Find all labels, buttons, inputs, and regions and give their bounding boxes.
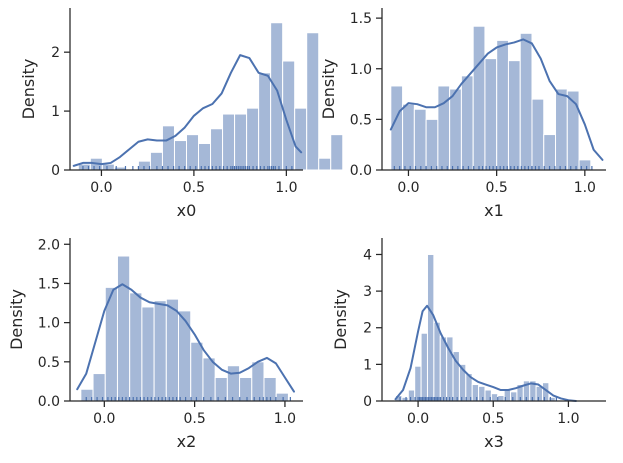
histogram-bar <box>141 306 155 402</box>
y-tick-label: 1.5 <box>38 276 60 292</box>
histogram-bar <box>471 384 480 402</box>
histogram-bar <box>413 108 427 171</box>
histogram-bar <box>153 300 167 402</box>
histogram-bar <box>129 292 143 402</box>
y-axis-label: Density <box>7 289 26 350</box>
subplot-x1: 0.0 0.5 1.0 0.0 0.5 1.0 1.5 x1 Density <box>319 8 606 220</box>
y-tick-label: 3 <box>363 284 372 300</box>
histogram-bar <box>306 32 320 171</box>
x-tick-label: 1.0 <box>275 180 297 196</box>
x-tick-label: 0.5 <box>183 180 205 196</box>
histogram-bar <box>222 113 236 171</box>
histogram-bar <box>543 134 557 171</box>
x-tick-label: 0.0 <box>90 180 112 196</box>
y-tick-label: 0.5 <box>38 355 60 371</box>
histogram-bar <box>510 391 518 402</box>
histogram-bar <box>472 25 486 171</box>
kde-line <box>76 283 295 393</box>
histogram-bar <box>165 298 180 402</box>
x-tick-label: 0.5 <box>486 180 508 196</box>
histogram-bar <box>484 58 498 171</box>
histogram-bar <box>202 357 216 402</box>
x-axis-label: x2 <box>177 432 197 451</box>
histogram-bar <box>414 365 422 402</box>
x-tick-label: 1.0 <box>274 411 296 427</box>
histogram-bar <box>460 75 474 171</box>
histogram-bar <box>402 103 415 171</box>
subplot-x3: 0.0 0.5 1.0 0 1 2 3 4 x3 Density <box>331 238 606 451</box>
histogram-bar <box>330 134 344 171</box>
x-tick-label: 0.5 <box>183 411 205 427</box>
x-tick-label: 1.0 <box>557 411 579 427</box>
y-tick-label: 4 <box>363 247 372 263</box>
histogram-bar <box>426 253 435 402</box>
histogram-bar <box>239 376 253 402</box>
y-tick-label: 0.5 <box>350 112 372 128</box>
histogram-bar <box>173 140 187 171</box>
kde-line <box>394 304 577 402</box>
y-tick-label: 2 <box>51 45 60 61</box>
histogram-bar <box>210 128 224 171</box>
y-axis-label: Density <box>19 59 38 120</box>
x-tick-label: 0.0 <box>93 411 115 427</box>
histogram-bar <box>294 107 308 171</box>
histogram-bar <box>490 393 499 402</box>
y-tick-label: 0.0 <box>350 163 372 179</box>
y-tick-label: 2.0 <box>38 237 60 253</box>
subplot-x0: 0.0 0.5 1.0 0 1 2 x0 Density <box>19 8 344 220</box>
histogram-bar <box>535 385 543 402</box>
histogram-bar <box>420 332 428 402</box>
histogram-bar <box>101 163 115 171</box>
y-tick-label: 1 <box>51 104 60 120</box>
y-axis-label: Density <box>331 289 350 350</box>
x-tick-label: 0.5 <box>482 411 504 427</box>
y-axis-label: Density <box>319 59 338 120</box>
histogram-bar <box>226 365 241 402</box>
histogram-bar <box>439 336 448 402</box>
histogram-bar <box>258 72 272 171</box>
kde-line <box>389 38 604 161</box>
y-tick-label: 0 <box>363 394 372 410</box>
histogram-bar <box>270 22 284 171</box>
histogram-bar <box>478 385 486 402</box>
y-tick-label: 1 <box>363 357 372 373</box>
x-axis-label: x0 <box>177 201 197 220</box>
subplot-x2: 0.0 0.5 1.0 0.0 0.5 1.0 1.5 2.0 x2 Density <box>7 237 303 451</box>
histogram-bar <box>275 392 289 402</box>
histogram-bar <box>407 389 416 402</box>
y-tick-label: 0 <box>51 163 60 179</box>
x-axis-label: x3 <box>484 432 504 451</box>
histogram-bar <box>433 321 441 402</box>
y-tick-label: 1.0 <box>350 62 372 78</box>
histogram-bar <box>318 157 332 171</box>
histogram-bar <box>116 255 131 402</box>
histogram-bar <box>497 395 505 402</box>
histogram-bar <box>519 32 533 171</box>
x-tick-label: 0.0 <box>397 180 419 196</box>
x-axis-label: x1 <box>484 201 504 220</box>
histogram-bar <box>449 88 462 171</box>
y-tick-label: 0.0 <box>38 394 60 410</box>
x-tick-label: 1.0 <box>574 180 596 196</box>
y-tick-label: 1.0 <box>38 316 60 332</box>
histogram-bar <box>496 39 509 171</box>
histogram-bar <box>92 373 106 402</box>
histogram-bar <box>234 113 248 171</box>
histogram-bar <box>190 341 204 402</box>
histogram-bar <box>425 118 439 171</box>
histogram-bar <box>555 88 568 171</box>
histogram-bar <box>531 98 545 171</box>
y-tick-label: 1.5 <box>350 11 372 27</box>
y-tick-label: 2 <box>363 321 372 337</box>
x-tick-label: 0.0 <box>407 411 429 427</box>
histogram-bar <box>161 125 175 171</box>
kde-line <box>72 54 303 167</box>
histogram-bar <box>507 60 521 171</box>
histogram-bar <box>246 107 260 171</box>
histogram-bar <box>186 134 200 171</box>
histogram-bar <box>251 361 265 402</box>
